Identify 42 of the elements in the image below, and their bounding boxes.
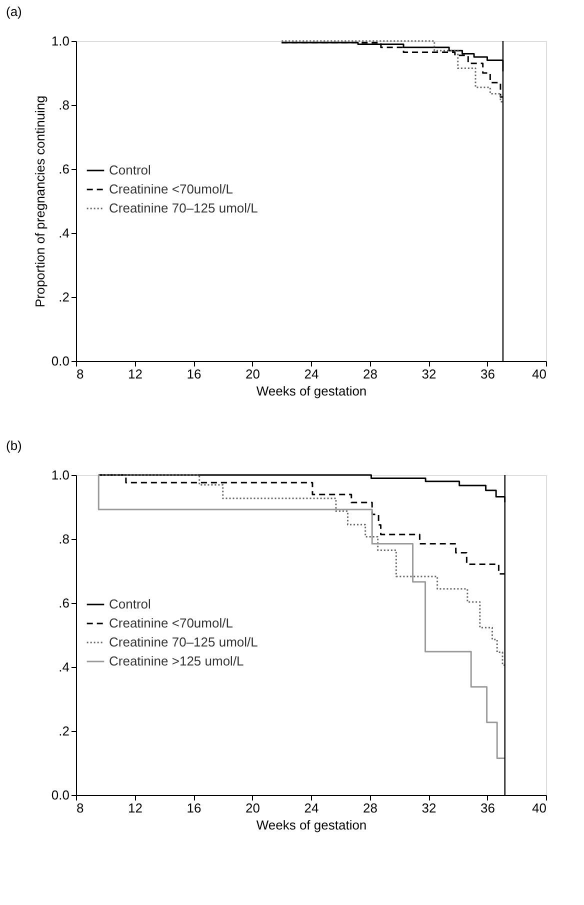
legend-label: Control bbox=[109, 596, 152, 612]
x-tick-label: 8 bbox=[76, 800, 84, 816]
y-tick-label: .6 bbox=[58, 162, 70, 176]
x-tick-label: 32 bbox=[422, 366, 436, 382]
x-axis-title: Weeks of gestation bbox=[256, 818, 367, 832]
y-tick-label: 0.0 bbox=[51, 788, 70, 802]
x-tick-label: 40 bbox=[532, 800, 546, 816]
x-tick-label: 24 bbox=[304, 366, 319, 382]
legend-label: Creatinine <70umol/L bbox=[109, 182, 233, 196]
x-axis-title: Weeks of gestation bbox=[256, 384, 367, 398]
x-tick-label: 8 bbox=[76, 366, 84, 382]
legend-label: Control bbox=[109, 162, 152, 178]
x-tick-label: 12 bbox=[128, 366, 142, 382]
x-tick-label: 32 bbox=[422, 800, 436, 816]
y-tick-label: 0.0 bbox=[51, 354, 70, 368]
x-tick-label: 16 bbox=[186, 800, 202, 816]
y-tick-label: .2 bbox=[58, 290, 70, 304]
y-tick-label: 1.0 bbox=[51, 34, 70, 48]
x-tick-label: 20 bbox=[246, 800, 260, 816]
legend-label: Creatinine >125 umol/L bbox=[109, 654, 244, 668]
x-tick-label: 20 bbox=[246, 366, 260, 382]
y-axis-title: Proportion of pregnancies continuing bbox=[32, 96, 48, 308]
x-tick-label: 36 bbox=[480, 366, 495, 382]
x-tick-label: 28 bbox=[363, 800, 378, 816]
x-tick-label: 16 bbox=[186, 366, 202, 382]
y-tick-label: .8 bbox=[58, 532, 70, 546]
x-tick-label: 36 bbox=[480, 800, 495, 816]
y-tick-label: .4 bbox=[58, 660, 70, 674]
x-tick-label: 24 bbox=[304, 800, 319, 816]
chart-title: (a) bbox=[6, 4, 22, 19]
x-tick-label: 12 bbox=[128, 800, 142, 816]
y-tick-label: .2 bbox=[58, 724, 70, 738]
y-tick-label: .4 bbox=[58, 226, 70, 240]
legend-label: Creatinine 70–125 umol/L bbox=[109, 634, 258, 650]
x-tick-label: 28 bbox=[363, 366, 378, 382]
y-tick-label: 1.0 bbox=[51, 468, 70, 482]
chart-title: (b) bbox=[6, 438, 22, 453]
legend-label: Creatinine <70umol/L bbox=[109, 616, 233, 630]
x-tick-label: 40 bbox=[532, 366, 546, 382]
y-tick-label: .8 bbox=[58, 98, 70, 112]
y-tick-label: .6 bbox=[58, 596, 70, 610]
legend-label: Creatinine 70–125 umol/L bbox=[109, 200, 258, 216]
